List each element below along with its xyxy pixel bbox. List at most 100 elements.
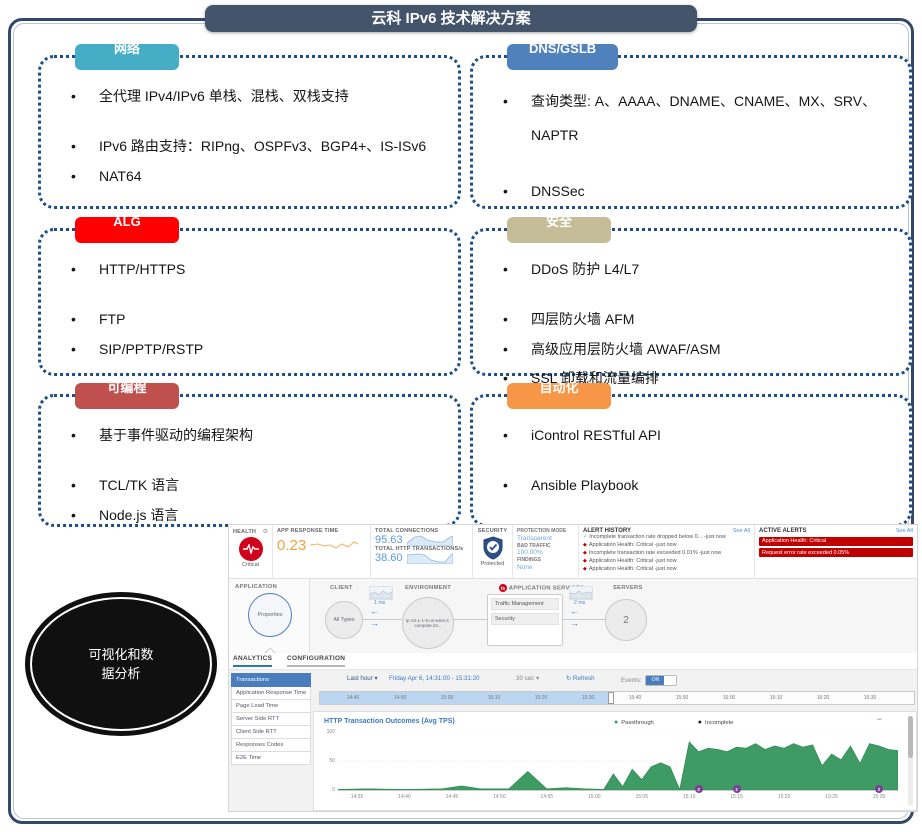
bullet-group: DNSSec — [473, 180, 901, 203]
protection-mode-label: PROTECTION MODE — [517, 528, 567, 534]
security-tab-label: 安全 — [545, 217, 572, 229]
critical-diamond-icon: ◆ — [583, 566, 587, 573]
connector-line — [559, 619, 607, 620]
timeline-tick: 15:30 — [581, 695, 595, 701]
timeline-tick: 15:00 — [440, 695, 454, 701]
servers-node[interactable]: 2 — [605, 599, 647, 641]
bullet-item: 全代理 IPv4/IPv6 单栈、混栈、双栈支持 — [41, 85, 450, 108]
events-toggle[interactable]: Events: ON — [621, 675, 678, 686]
bullet-item: TCL/TK 语言 — [41, 474, 450, 497]
x-axis-tick: 14:45 — [445, 794, 459, 800]
app-response-time-panel: APP RESPONSE TIME 0.23 — [273, 525, 371, 578]
application-properties-node[interactable]: Properties — [248, 593, 292, 637]
client-latency-sparkline — [369, 586, 393, 600]
slide-title: 云科 IPv6 技术解决方案 — [205, 5, 697, 32]
feature-box-automation: 自动化 iControl RESTful API Ansible Playbook — [470, 383, 912, 527]
service-row[interactable]: Traffic Management — [491, 598, 559, 610]
active-alerts-see-all-link[interactable]: See All — [895, 528, 913, 534]
timeline-tick: 16:20 — [816, 695, 830, 701]
automation-tab-label: 自动化 — [539, 383, 579, 395]
interval-dropdown[interactable]: 30 sec ▾ — [516, 675, 540, 682]
bullet-group: 查询类型: A、AAAA、DNAME、CNAME、MX、SRV、NAPTR — [473, 85, 901, 152]
bullet-item: IPv6 路由支持：RIPng、OSPFv3、BGP4+、IS-ISv6 — [41, 135, 450, 158]
legend-dot-icon: ● — [614, 719, 619, 726]
programmable-tab-label: 可编程 — [107, 383, 147, 395]
event-marker[interactable]: 2 — [694, 785, 703, 793]
x-axis-tick: 14:50 — [493, 794, 506, 800]
time-range-dropdown[interactable]: Last hour ▾ — [347, 675, 378, 682]
chart-panel: HTTP Transaction Outcomes (Avg TPS) ● Pas… — [313, 711, 917, 811]
gear-icon[interactable]: ⚙ — [262, 529, 268, 535]
connections-panel: TOTAL CONNECTIONS 95.63 TOTAL HTTP TRANS… — [371, 525, 473, 578]
alg-content: HTTP/HTTPS FTP SIP/PPTP/RSTP — [41, 231, 458, 366]
security-status: Protected — [480, 561, 505, 567]
critical-diamond-icon: ◆ — [583, 558, 587, 565]
chart-scrollbar[interactable] — [908, 716, 913, 806]
tab-configuration[interactable]: CONFIGURATION — [287, 655, 346, 667]
shield-check-icon — [481, 536, 505, 560]
alert-history-item: ◆ Application Health: Critical -just now — [583, 566, 750, 574]
application-services-label: f5 APPLICATION SERVICES — [499, 584, 585, 592]
timeline-selection[interactable] — [320, 692, 608, 704]
timeline-tick: 15:50 — [675, 695, 689, 701]
bullet-group: 四层防火墙 AFM 高级应用层防火墙 AWAF/ASM SSL 卸载和流量编排 — [473, 308, 901, 390]
sidebar-item-server-side-rtt[interactable]: Server Side RTT — [231, 713, 311, 726]
health-panel: HEALTH ⚙ Critical — [229, 525, 273, 578]
bullet-item: Node.js 语言 — [41, 504, 450, 527]
bullet-item: 基于事件驱动的编程架构 — [41, 424, 450, 447]
sidebar-item-application-response-time[interactable]: Application Response Time — [231, 687, 311, 700]
bullet-group: iControl RESTful API — [473, 424, 901, 447]
chart-title: HTTP Transaction Outcomes (Avg TPS) — [324, 718, 455, 725]
sidebar-item-transactions[interactable]: Transactions — [231, 673, 311, 687]
findings-value: None — [517, 563, 533, 571]
feature-box-dns-gslb: DNS/GSLB 查询类型: A、AAAA、DNAME、CNAME、MX、SRV、… — [470, 44, 912, 253]
y-axis-tick: 0 — [332, 787, 335, 793]
active-alerts-panel: ACTIVE ALERTS See All Application Health… — [755, 525, 917, 578]
total-connections-sparkline — [406, 535, 453, 546]
x-axis-tick: 15:10 — [682, 794, 696, 800]
refresh-button[interactable]: ↻ Refresh — [566, 675, 595, 682]
timeline-tick: 16:10 — [769, 695, 783, 701]
timeline-handle[interactable] — [608, 692, 614, 704]
sidebar-item-e2e-time[interactable]: E2E Time — [231, 752, 311, 765]
findings-label: FINDINGS — [517, 557, 541, 564]
feature-box-network: 网络全代理 IPv4/IPv6 单栈、混栈、双栈支持 IPv6 路由支持：RIPn… — [38, 44, 461, 209]
sidebar-item-page-load-time[interactable]: Page Load Time — [231, 700, 311, 713]
visualization-badge: 可视化和数 据分析 — [25, 592, 217, 736]
environment-node[interactable]: ip-10-1-1-9.us-west-2.compute.int... — [402, 597, 454, 649]
legend-label: Passthrough — [621, 719, 654, 726]
alert-history-see-all-link[interactable]: See All — [732, 528, 750, 534]
total-connections-label: TOTAL CONNECTIONS — [375, 528, 439, 534]
chart-scrollbar-thumb[interactable] — [908, 716, 913, 758]
service-row[interactable]: Security — [491, 613, 559, 625]
dashboard-tabs: ANALYTICS CONFIGURATION — [229, 647, 917, 670]
sidebar-item-responses-codes[interactable]: Responses Codes — [231, 739, 311, 752]
legend-item-passthrough[interactable]: ● Passthrough — [614, 719, 654, 726]
refresh-icon: ↻ — [566, 675, 572, 682]
bullet-item: Ansible Playbook — [473, 474, 901, 497]
bullet-item: DDoS 防护 L4/L7 — [473, 258, 901, 281]
bullet-group: DDoS 防护 L4/L7 — [473, 258, 901, 281]
sidebar-item-client-side-rtt[interactable]: Client Side RTT — [231, 726, 311, 739]
arrow-left-icon: ← — [570, 606, 579, 616]
tab-analytics[interactable]: ANALYTICS — [233, 655, 273, 667]
visualization-badge-line2: 据分析 — [101, 666, 141, 681]
client-node[interactable]: All Types — [325, 601, 363, 639]
y-axis-tick: 50 — [329, 758, 335, 764]
security-panel: SECURITY Protected — [473, 525, 513, 578]
bullet-item: HTTP/HTTPS — [41, 258, 450, 281]
critical-diamond-icon: ◆ — [583, 550, 587, 557]
event-marker[interactable]: 2 — [875, 785, 884, 793]
network-tab: 网络 — [75, 44, 179, 70]
programmable-tab: 可编程 — [75, 383, 179, 409]
bullet-item: 查询类型: A、AAAA、DNAME、CNAME、MX、SRV、NAPTR — [473, 85, 901, 152]
legend-item-incomplete[interactable]: ● Incomplete — [698, 719, 734, 726]
server-latency-sparkline — [569, 586, 593, 600]
timeline-strip[interactable]: 14:40 14:50 15:00 15:10 15:20 15:30 15:40 15:50… — [319, 691, 915, 705]
servers-label: SERVERS — [613, 585, 643, 591]
time-controls: Last hour ▾ Friday Apr 6, 14:31:00 - 15:… — [313, 671, 915, 689]
active-alert-badge: Request error rate exceeded 0.05% — [759, 548, 913, 557]
collapse-icon[interactable]: − — [876, 714, 882, 724]
event-marker[interactable]: 2 — [732, 785, 741, 793]
timeline-tick: 16:00 — [722, 695, 736, 701]
